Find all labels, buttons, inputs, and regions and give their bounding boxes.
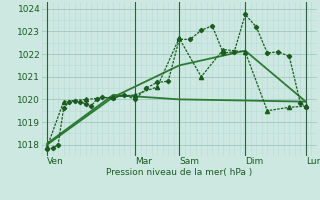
- X-axis label: Pression niveau de la mer( hPa ): Pression niveau de la mer( hPa ): [106, 168, 252, 177]
